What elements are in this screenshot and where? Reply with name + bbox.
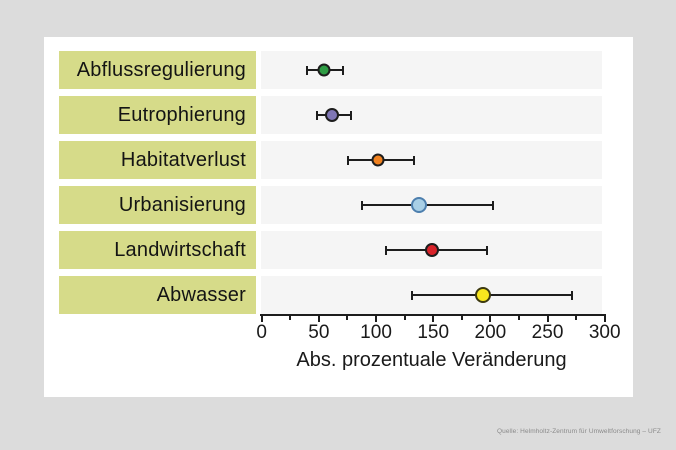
error-bar-cap-left (306, 65, 309, 75)
chart-card: Abflussregulierung Eutrophierung Habitat… (44, 37, 633, 397)
x-axis-minor-tick (346, 316, 349, 320)
data-point (424, 243, 439, 257)
data-point (475, 287, 492, 303)
error-bar-cap-left (361, 200, 364, 210)
x-axis-major-tick (375, 316, 378, 322)
x-axis: 0 50 100 150 200 250 300 (256, 314, 621, 344)
x-axis-major-tick (546, 316, 549, 322)
chart-row: Eutrophierung (44, 96, 633, 134)
x-axis-minor-tick (575, 316, 578, 320)
error-bar-cap-right (570, 290, 573, 300)
x-axis-tick-label: 200 (474, 322, 507, 343)
chart-row: Urbanisierung (44, 186, 633, 224)
error-bar-cap-right (349, 110, 352, 120)
x-axis-tick-label: 0 (256, 322, 267, 343)
x-axis-line (260, 314, 606, 316)
error-bar (361, 200, 494, 210)
row-band (261, 186, 602, 224)
row-band (261, 96, 602, 134)
error-bar-cap-left (347, 155, 350, 165)
x-axis-tick-label: 250 (531, 322, 564, 343)
source-credit: Quelle: Helmholtz-Zentrum für Umweltfors… (496, 428, 661, 435)
error-bar-cap-left (385, 245, 388, 255)
error-bar (411, 290, 573, 300)
x-axis-major-tick (317, 316, 320, 322)
x-axis-major-tick (489, 316, 492, 322)
x-axis-tick-label: 300 (588, 322, 621, 343)
chart-row: Abwasser (44, 276, 633, 314)
error-bar-cap-right (491, 200, 494, 210)
chart-row: Landwirtschaft (44, 231, 633, 269)
x-axis-tick-label: 100 (360, 322, 392, 343)
error-bar-cap-left (316, 110, 319, 120)
row-band (261, 276, 602, 314)
x-axis-major-tick (260, 316, 263, 322)
category-label: Urbanisierung (59, 186, 256, 224)
x-axis-minor-tick (289, 316, 292, 320)
error-bar-cap-left (411, 290, 414, 300)
category-label: Eutrophierung (59, 96, 256, 134)
category-label: Abflussregulierung (59, 51, 256, 89)
error-bar-cap-right (485, 245, 488, 255)
x-axis-minor-tick (460, 316, 463, 320)
x-axis-label: Abs. prozentuale Veränderung (296, 349, 567, 371)
category-label: Landwirtschaft (59, 231, 256, 269)
data-point (325, 108, 340, 122)
row-band (261, 141, 602, 179)
category-label: Abwasser (59, 276, 256, 314)
data-point (371, 153, 385, 167)
x-axis-minor-tick (403, 316, 406, 320)
x-axis-tick-label: 150 (417, 322, 450, 343)
chart-row: Habitatverlust (44, 141, 633, 179)
x-axis-major-tick (432, 316, 435, 322)
chart-row: Abflussregulierung (44, 51, 633, 89)
row-band (261, 231, 602, 269)
row-band (261, 51, 602, 89)
error-bar-cap-right (341, 65, 344, 75)
data-point (411, 197, 428, 213)
data-point (317, 63, 331, 77)
error-bar-cap-right (412, 155, 415, 165)
category-label: Habitatverlust (59, 141, 256, 179)
x-axis-major-tick (603, 316, 606, 322)
x-axis-minor-tick (517, 316, 520, 320)
x-axis-tick-label: 50 (308, 322, 330, 343)
